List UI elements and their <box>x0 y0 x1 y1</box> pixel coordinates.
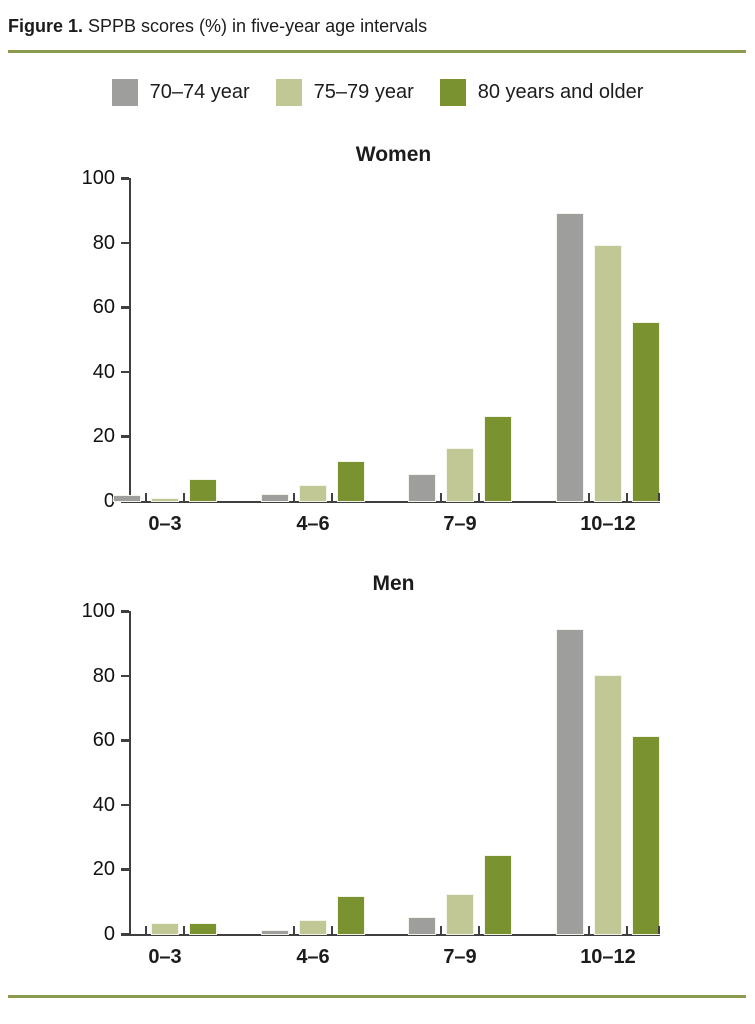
y-axis-tick <box>121 435 129 438</box>
bar <box>595 676 621 934</box>
x-axis-end-tick <box>658 926 660 934</box>
legend-item-80-older: 80 years and older <box>439 79 644 106</box>
y-axis-tick-label: 80 <box>92 664 115 687</box>
legend-item-75-79: 75–79 year <box>275 79 414 106</box>
bar <box>152 499 178 501</box>
y-axis-tick <box>121 241 129 245</box>
y-axis-tick-label: 80 <box>92 231 115 254</box>
bar <box>557 214 583 501</box>
y-axis-tick-label: 0 <box>103 490 115 512</box>
x-axis-tick <box>588 926 590 934</box>
x-axis-tick <box>145 493 147 501</box>
top-divider <box>8 50 746 53</box>
x-axis-tick <box>293 926 295 934</box>
x-axis-tick <box>626 493 628 501</box>
x-axis-tick <box>183 926 185 934</box>
x-axis-tick <box>440 493 442 501</box>
y-axis-tick-label: 60 <box>92 729 115 752</box>
x-axis-label: 10–12 <box>580 946 636 968</box>
legend-label: 75–79 year <box>313 81 414 103</box>
bar <box>447 449 473 501</box>
y-axis-tick <box>121 177 129 180</box>
figure-title: Figure 1. SPPB scores (%) in five-year a… <box>8 15 427 37</box>
bar <box>447 895 473 934</box>
x-axis-label: 4–6 <box>296 513 330 535</box>
y-axis-tick <box>121 868 129 871</box>
bar <box>557 630 583 934</box>
y-axis-tick-label: 40 <box>92 360 115 383</box>
women-plot-area: 0 20 40 60 80 100 0–3 4–6 7–9 10–12 <box>82 167 660 535</box>
x-axis-label: 7–9 <box>443 946 477 968</box>
y-axis-tick-label: 100 <box>81 600 115 622</box>
women-chart-title: Women <box>355 143 432 166</box>
bar <box>633 737 659 934</box>
y-axis-tick-label: 100 <box>81 167 115 189</box>
bar <box>485 856 511 934</box>
bar <box>114 496 140 501</box>
x-axis-end-tick <box>658 493 660 501</box>
x-axis-tick <box>145 926 147 934</box>
x-axis-tick <box>588 493 590 501</box>
x-axis-tick <box>331 926 333 934</box>
bar <box>338 897 364 934</box>
bar <box>262 495 288 501</box>
bar <box>300 921 326 934</box>
figure-number: Figure 1. <box>8 16 84 36</box>
men-chart: Men 0 20 40 60 80 100 0–3 4–6 7–9 10–12 <box>82 572 660 968</box>
y-axis-tick <box>121 370 129 374</box>
legend-swatch-dark-green <box>439 79 466 106</box>
bottom-divider <box>8 995 746 998</box>
y-axis-tick-label: 20 <box>92 425 115 448</box>
y-axis-tick <box>121 610 129 613</box>
legend: 70–74 year 75–79 year 80 years and older <box>0 79 755 106</box>
x-axis-tick <box>440 926 442 934</box>
y-axis-tick <box>121 933 129 936</box>
x-axis-tick <box>331 493 333 501</box>
men-plot-area: 0 20 40 60 80 100 0–3 4–6 7–9 10–12 <box>82 600 660 968</box>
x-axis-label: 0–3 <box>148 946 182 968</box>
bar <box>338 462 364 501</box>
legend-swatch-light-green <box>275 79 302 106</box>
legend-label: 70–74 year <box>149 81 250 103</box>
bar <box>300 486 326 501</box>
y-axis-tick-label: 60 <box>92 296 115 319</box>
y-axis-tick-label: 0 <box>103 923 115 945</box>
bar <box>633 323 659 501</box>
x-axis-tick <box>183 493 185 501</box>
bar <box>190 924 216 934</box>
y-axis-tick-label: 40 <box>92 793 115 816</box>
y-axis-tick-label: 20 <box>92 858 115 881</box>
x-axis-label: 10–12 <box>580 513 636 535</box>
bar <box>190 480 216 501</box>
bar <box>485 417 511 501</box>
bar <box>409 475 435 501</box>
y-axis-tick <box>121 803 129 807</box>
x-axis-label: 0–3 <box>148 513 182 535</box>
bar <box>595 246 621 501</box>
x-axis-tick <box>478 493 480 501</box>
y-axis-tick <box>121 306 129 309</box>
bar <box>262 931 288 934</box>
bar <box>152 924 178 934</box>
figure-caption: SPPB scores (%) in five-year age interva… <box>83 16 428 36</box>
x-axis-tick <box>293 493 295 501</box>
y-axis-tick <box>121 739 129 742</box>
y-axis-tick <box>121 674 129 678</box>
legend-swatch-gray <box>111 79 138 106</box>
x-axis-tick <box>478 926 480 934</box>
legend-label: 80 years and older <box>477 81 644 103</box>
x-axis-label: 7–9 <box>443 513 477 535</box>
legend-item-70-74: 70–74 year <box>111 79 250 106</box>
women-chart: Women 0 20 40 60 80 100 0–3 4–6 7–9 10–12 <box>82 143 660 535</box>
bar <box>409 918 435 934</box>
y-axis-tick <box>121 500 129 503</box>
x-axis-tick <box>626 926 628 934</box>
x-axis-label: 4–6 <box>296 946 330 968</box>
men-chart-title: Men <box>372 572 415 595</box>
